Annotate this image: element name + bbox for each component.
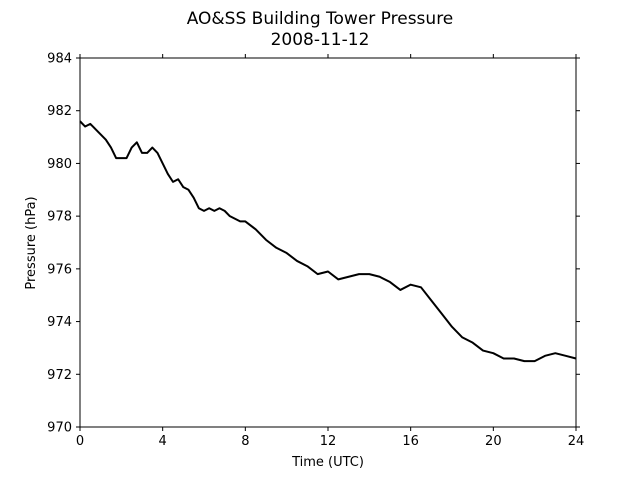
y-tick-label: 970 (47, 421, 72, 436)
y-tick-label: 980 (47, 157, 72, 172)
chart-title: AO&SS Building Tower Pressure (187, 9, 454, 29)
plot-area: 0 4 8 12 16 20 24 970 972 974 976 978 980 982 984 (47, 52, 584, 450)
y-tick-label: 978 (47, 210, 72, 225)
x-tick-label: 4 (159, 434, 167, 449)
chart-subtitle: 2008-11-12 (271, 30, 370, 50)
x-axis-ticks: 0 4 8 12 16 20 24 (76, 54, 584, 449)
x-tick-label: 20 (485, 434, 502, 449)
x-tick-label: 16 (402, 434, 419, 449)
x-tick-label: 8 (241, 434, 249, 449)
x-tick-label: 12 (320, 434, 337, 449)
y-axis-label: Pressure (hPa) (24, 196, 39, 289)
y-tick-label: 974 (47, 315, 72, 330)
y-tick-label: 984 (47, 52, 72, 67)
y-axis-ticks: 970 972 974 976 978 980 982 984 (47, 52, 580, 436)
x-tick-label: 24 (568, 434, 585, 449)
x-axis-label: Time (UTC) (291, 455, 364, 470)
pressure-series-line (79, 120, 577, 363)
y-tick-label: 976 (47, 262, 72, 277)
y-tick-label: 982 (47, 104, 72, 119)
y-tick-label: 972 (47, 368, 72, 383)
x-tick-label: 0 (76, 434, 84, 449)
